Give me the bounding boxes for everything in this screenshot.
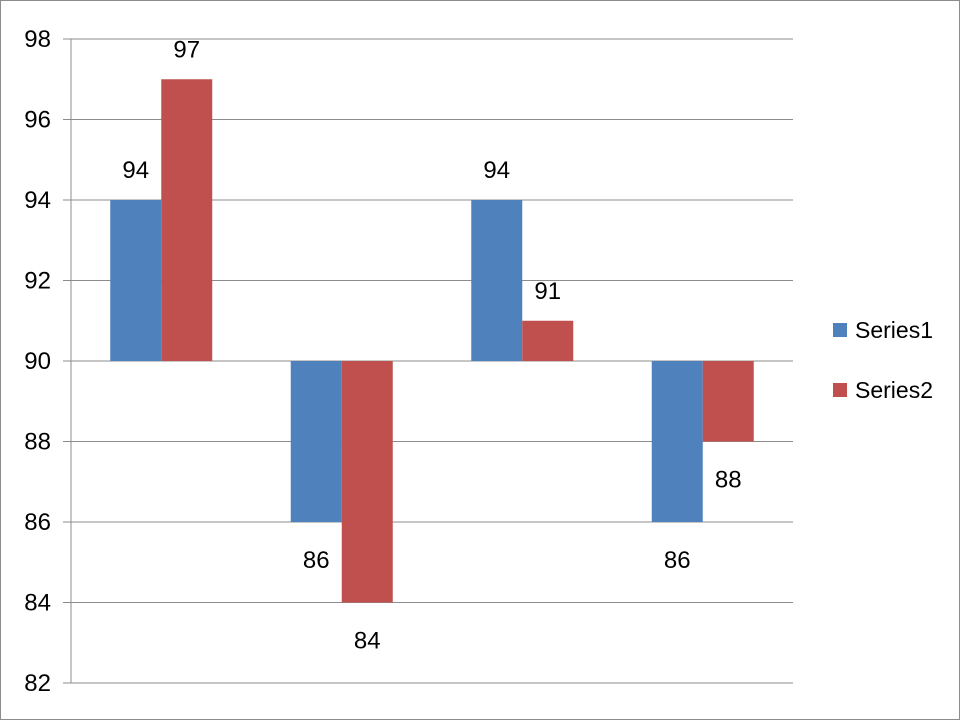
legend-item-series1: Series1 bbox=[833, 315, 933, 345]
y-tick-label: 98 bbox=[24, 26, 51, 53]
bar-series2-3 bbox=[522, 320, 574, 361]
legend-swatch-series2 bbox=[833, 383, 847, 397]
bar-series1-3 bbox=[471, 200, 523, 361]
bar-series1-4 bbox=[651, 361, 703, 522]
y-tick-label: 84 bbox=[24, 590, 51, 617]
data-label: 84 bbox=[354, 628, 381, 655]
y-tick-label: 90 bbox=[24, 348, 51, 375]
data-label: 94 bbox=[122, 157, 149, 184]
bar-series2-1 bbox=[161, 79, 213, 361]
y-tick-label: 82 bbox=[24, 670, 51, 697]
data-label: 94 bbox=[483, 157, 510, 184]
y-tick-label: 86 bbox=[24, 509, 51, 536]
y-axis-ticks: 82 84 86 88 90 92 94 96 98 bbox=[24, 26, 51, 697]
legend-label-series1: Series1 bbox=[855, 316, 933, 343]
data-label: 86 bbox=[303, 547, 330, 574]
y-tick-label: 94 bbox=[24, 187, 51, 214]
legend-label-series2: Series2 bbox=[855, 376, 933, 403]
data-label: 88 bbox=[715, 467, 742, 494]
bar-series1-2 bbox=[290, 361, 342, 522]
bar-series2-2 bbox=[341, 361, 393, 603]
y-tick-label: 96 bbox=[24, 107, 51, 134]
data-label: 91 bbox=[534, 278, 561, 305]
y-tick-label: 88 bbox=[24, 429, 51, 456]
legend-item-series2: Series2 bbox=[833, 375, 933, 405]
y-tick-label: 92 bbox=[24, 268, 51, 295]
data-label: 86 bbox=[664, 547, 691, 574]
bar-series2-4 bbox=[702, 361, 754, 442]
legend: Series1 Series2 bbox=[833, 315, 933, 435]
data-labels: 94 97 86 84 94 91 86 88 bbox=[122, 36, 741, 654]
bar-series1-1 bbox=[110, 200, 162, 361]
legend-swatch-series1 bbox=[833, 323, 847, 337]
data-label: 97 bbox=[173, 36, 200, 63]
bars bbox=[110, 79, 754, 603]
